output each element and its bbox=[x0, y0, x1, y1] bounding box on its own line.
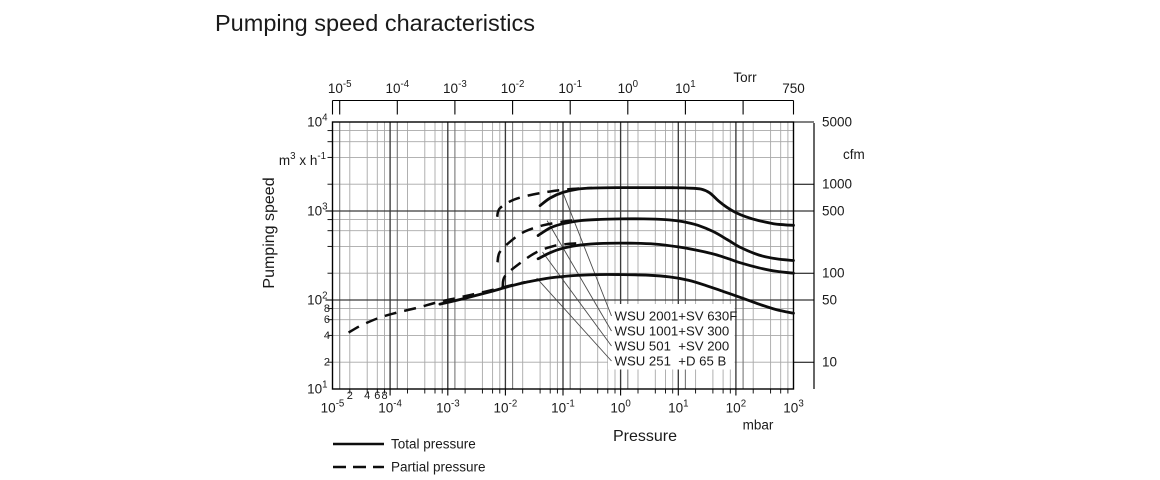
curve-label-4: WSU 251 +D 65 B bbox=[615, 354, 727, 369]
x-tick-label: 101 bbox=[668, 399, 688, 416]
right-tick-label: 5000 bbox=[822, 115, 852, 130]
y-minor-tick-label: 2 bbox=[324, 357, 330, 369]
x-tick-label: 10-4 bbox=[378, 399, 402, 416]
legend-partial-pressure-label: Partial pressure bbox=[391, 460, 486, 475]
x-axis-title: Pressure bbox=[613, 428, 677, 445]
right-axis-unit: cfm bbox=[843, 147, 865, 162]
curve-label-3: WSU 501 +SV 200 bbox=[615, 339, 730, 354]
x-tick-label: 102 bbox=[726, 399, 746, 416]
curve-label-2: WSU 1001+SV 300 bbox=[615, 324, 730, 339]
curve-partial-pressure-4 bbox=[347, 280, 526, 334]
right-tick-label: 100 bbox=[822, 266, 845, 281]
page-title: Pumping speed characteristics bbox=[215, 10, 535, 36]
x-tick-label: 10-1 bbox=[551, 399, 575, 416]
bottom-axis-unit: mbar bbox=[743, 418, 774, 433]
right-tick-label: 500 bbox=[822, 204, 845, 219]
top-tick-label: 101 bbox=[675, 79, 695, 96]
right-tick-label: 10 bbox=[822, 355, 837, 370]
right-tick-label: 1000 bbox=[822, 177, 852, 192]
top-tick-label: 750 bbox=[782, 81, 805, 96]
curve-total-pressure-4 bbox=[438, 273, 795, 315]
x-tick-label: 10-5 bbox=[321, 399, 345, 416]
top-tick-label: 10-2 bbox=[501, 79, 525, 96]
legend-total-pressure-label: Total pressure bbox=[391, 437, 476, 452]
x-tick-label: 100 bbox=[610, 399, 631, 416]
x-tick-label: 103 bbox=[783, 399, 803, 416]
curve-label-leader-line bbox=[536, 277, 612, 362]
y-minor-tick-label: 8 bbox=[324, 303, 330, 315]
top-tick-label: 10-1 bbox=[558, 79, 582, 96]
y-minor-tick-label: 6 bbox=[324, 314, 330, 326]
y-minor-tick-label: 4 bbox=[324, 330, 330, 342]
curve-label-box bbox=[608, 304, 735, 370]
right-tick-label: 50 bbox=[822, 293, 837, 308]
y-tick-label: 103 bbox=[307, 202, 327, 219]
curve-total-pressure-3 bbox=[536, 241, 795, 275]
x-minor-tick-label: 4 bbox=[364, 390, 370, 402]
annotation-layer bbox=[536, 192, 735, 370]
y-axis-title: Pumping speed bbox=[261, 177, 278, 288]
curve-partial-pressure-3 bbox=[501, 241, 583, 288]
y-tick-label: 104 bbox=[307, 113, 328, 130]
top-tick-label: 10-3 bbox=[443, 79, 467, 96]
x-minor-tick-label: 6 bbox=[374, 390, 380, 402]
x-tick-label: 10-2 bbox=[494, 399, 518, 416]
x-minor-tick-label: 8 bbox=[381, 390, 387, 402]
y-axis-unit-left: m3 x h-1 bbox=[279, 151, 326, 168]
axes-layer bbox=[325, 99, 815, 396]
legend: Total pressure Partial pressure bbox=[333, 437, 486, 475]
top-tick-label: 10-5 bbox=[328, 79, 352, 96]
curve-total-pressure-2 bbox=[536, 217, 795, 262]
curves-layer bbox=[347, 186, 795, 334]
y-tick-label: 101 bbox=[307, 380, 327, 397]
top-tick-label: 100 bbox=[618, 79, 639, 96]
curve-total-pressure-1 bbox=[538, 186, 795, 227]
x-tick-label: 10-3 bbox=[436, 399, 460, 416]
x-minor-tick-label: 2 bbox=[347, 390, 353, 402]
curve-label-leader-line bbox=[562, 192, 612, 317]
top-axis-unit: Torr bbox=[733, 70, 757, 85]
curve-label-leader-line bbox=[542, 251, 612, 347]
curve-label-1: WSU 2001+SV 630F bbox=[615, 309, 738, 324]
curve-partial-pressure-2 bbox=[496, 218, 581, 263]
top-tick-label: 10-4 bbox=[385, 79, 409, 96]
y-tick-label: 102 bbox=[307, 291, 327, 308]
